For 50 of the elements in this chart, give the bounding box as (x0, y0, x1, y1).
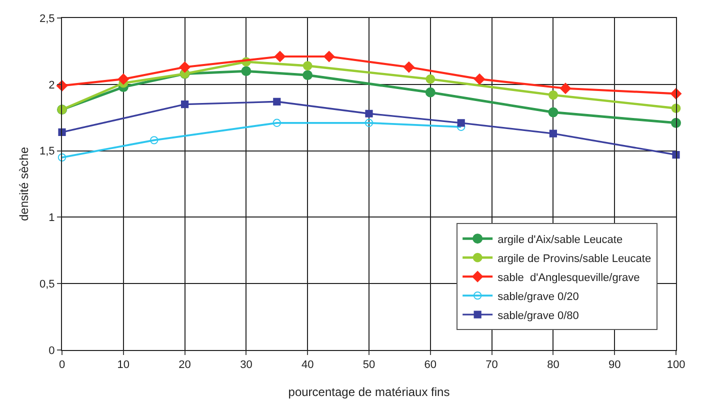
y-axis-title: densité sèche (17, 146, 31, 222)
point (364, 118, 374, 128)
x-tick-label: 50 (362, 359, 376, 372)
legend-label: argile d'Aix/sable Leucate (498, 234, 623, 246)
point (549, 130, 557, 138)
x-tick-label: 30 (240, 359, 252, 372)
y-tick-label: 2 (48, 79, 55, 92)
point (403, 62, 414, 73)
point (273, 98, 281, 106)
x-tick-label: 40 (301, 359, 314, 372)
point (179, 62, 190, 73)
x-tick-label: 90 (608, 359, 621, 372)
point (548, 90, 558, 100)
point (365, 110, 373, 118)
point (181, 100, 189, 108)
y-tick-label: 1,5 (40, 146, 55, 158)
point (241, 66, 252, 76)
point (324, 50, 335, 62)
point (426, 74, 436, 84)
y-tick-label: 2,5 (40, 12, 55, 25)
y-tick-label: 1 (48, 212, 55, 224)
legend-label: argile de Provins/sable Leucate (498, 252, 652, 265)
x-tick-label: 60 (424, 359, 437, 372)
x-tick-label: 80 (547, 359, 560, 372)
y-tick-label: 0,5 (40, 278, 55, 290)
x-tick-label: 70 (486, 359, 498, 372)
x-axis-title: pourcentage de matériaux fins (288, 385, 450, 399)
x-tick-label: 20 (178, 359, 191, 372)
point (672, 150, 680, 159)
legend-label: sable d'Anglesqueville/grave (498, 272, 640, 284)
point (58, 128, 66, 136)
point (425, 87, 436, 98)
point (272, 118, 281, 128)
legend-label: sable/grave 0/20 (498, 290, 579, 303)
x-tick-label: 100 (666, 359, 686, 372)
point (118, 74, 129, 85)
point (560, 82, 572, 94)
x-tick-label: 10 (117, 359, 130, 372)
point (302, 70, 313, 80)
point (56, 80, 68, 92)
x-tick-label: 0 (58, 359, 66, 372)
point (548, 107, 558, 118)
legend-label: sable/grave 0/80 (498, 310, 579, 322)
y-tick-label: 0 (48, 344, 55, 357)
point (274, 50, 286, 62)
point (474, 74, 486, 85)
point (457, 119, 465, 127)
point (150, 136, 158, 144)
point (58, 153, 66, 162)
point (302, 61, 312, 71)
